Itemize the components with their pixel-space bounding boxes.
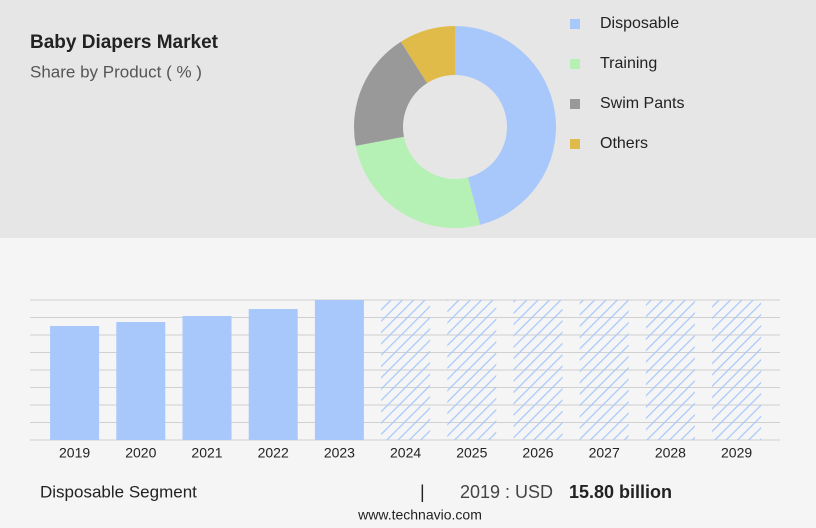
- donut-slice: [455, 26, 556, 225]
- x-tick-label: 2028: [655, 445, 686, 461]
- separator: |: [420, 482, 425, 502]
- x-tick-label: 2022: [258, 445, 289, 461]
- forecast-placeholder: [645, 300, 695, 440]
- donut-slice: [354, 41, 428, 146]
- donut-slice: [355, 136, 481, 228]
- x-tick-label: 2021: [191, 445, 222, 461]
- forecast-placeholder: [712, 300, 762, 440]
- title: Baby Diapers Market: [30, 32, 219, 53]
- x-tick-label: 2020: [125, 445, 156, 461]
- legend-label: Swim Pants: [600, 95, 684, 112]
- x-tick-label: 2025: [456, 445, 487, 461]
- legend-label: Training: [600, 55, 657, 72]
- forecast-placeholder: [381, 300, 431, 440]
- source: www.technavio.com: [357, 507, 482, 523]
- bar: [50, 325, 100, 440]
- x-tick-label: 2024: [390, 445, 421, 461]
- legend-label: Disposable: [600, 15, 679, 32]
- value: 15.80 billion: [569, 482, 672, 502]
- x-tick-label: 2019: [59, 445, 90, 461]
- x-tick-label: 2023: [324, 445, 355, 461]
- donut-slice: [400, 26, 455, 84]
- bar: [314, 300, 364, 440]
- forecast-placeholder: [447, 300, 497, 440]
- forecast-placeholder: [579, 300, 629, 440]
- year-label: 2019 : USD: [460, 482, 553, 502]
- legend-swatch: [570, 139, 580, 149]
- x-tick-label: 2026: [522, 445, 553, 461]
- legend-swatch: [570, 59, 580, 69]
- bar: [116, 322, 166, 440]
- legend-label: Others: [600, 135, 648, 152]
- forecast-placeholder: [513, 300, 563, 440]
- segment: Disposable Segment: [40, 482, 197, 501]
- x-tick-label: 2029: [721, 445, 752, 461]
- subtitle: Share by Product ( % ): [30, 62, 202, 81]
- x-tick-label: 2027: [589, 445, 620, 461]
- legend-swatch: [570, 19, 580, 29]
- legend-swatch: [570, 99, 580, 109]
- bar: [248, 309, 298, 440]
- bar: [182, 316, 232, 440]
